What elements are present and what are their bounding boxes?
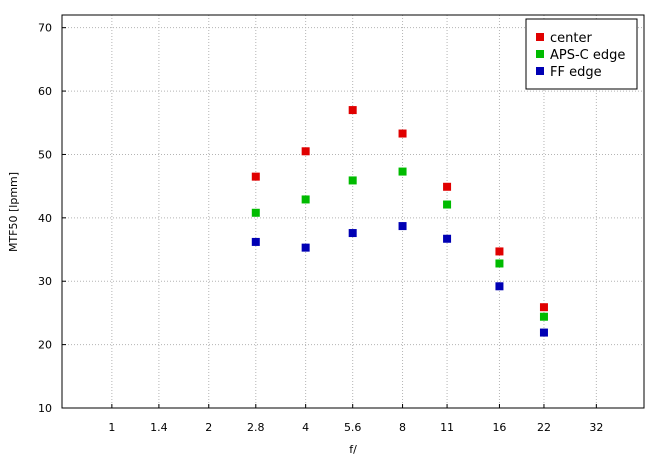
axis-ticks: 10 20 30 40 50 60 70 1 1.4 2 2.8 4 5.6 8 11 16 22 32	[38, 22, 603, 434]
legend-label: center	[550, 31, 592, 46]
data-points	[251, 106, 548, 337]
legend-label: APS-C edge	[550, 48, 625, 63]
y-tick-label: 30	[38, 275, 52, 288]
data-point-ff-edge	[301, 243, 310, 252]
data-point-aps-c-edge	[443, 200, 452, 209]
data-point-center	[443, 182, 452, 191]
legend: center APS-C edge FF edge	[525, 18, 638, 90]
data-point-center	[251, 172, 260, 181]
y-tick-label: 50	[38, 148, 52, 161]
data-point-center	[495, 247, 504, 256]
grid	[62, 15, 644, 408]
data-point-aps-c-edge	[495, 259, 504, 268]
data-point-center	[398, 129, 407, 138]
data-point-ff-edge	[539, 328, 548, 337]
x-tick-label: 16	[492, 421, 506, 434]
data-point-ff-edge	[251, 237, 260, 246]
y-tick-label: 60	[38, 85, 52, 98]
x-tick-label: 22	[537, 421, 551, 434]
y-tick-label: 40	[38, 212, 52, 225]
y-axis-label: MTF50 [lpmm]	[7, 172, 20, 252]
legend-box	[525, 18, 638, 90]
y-tick-label: 70	[38, 22, 52, 35]
data-point-aps-c-edge	[348, 176, 357, 185]
data-point-ff-edge	[398, 222, 407, 231]
x-tick-label: 1	[108, 421, 115, 434]
x-tick-label: 32	[589, 421, 603, 434]
data-point-ff-edge	[348, 229, 357, 238]
data-point-center	[348, 106, 357, 115]
data-point-aps-c-edge	[301, 195, 310, 204]
legend-swatch	[536, 50, 544, 58]
x-axis-label: f/	[349, 443, 357, 456]
data-point-aps-c-edge	[398, 167, 407, 176]
x-tick-label: 5.6	[344, 421, 362, 434]
x-tick-label: 2	[205, 421, 212, 434]
data-point-ff-edge	[443, 234, 452, 243]
y-tick-label: 10	[38, 402, 52, 415]
x-tick-label: 11	[440, 421, 454, 434]
x-tick-label: 2.8	[247, 421, 265, 434]
data-point-aps-c-edge	[539, 312, 548, 321]
y-tick-label: 20	[38, 339, 52, 352]
legend-label: FF edge	[550, 65, 602, 80]
data-point-aps-c-edge	[251, 208, 260, 217]
data-point-center	[539, 303, 548, 312]
x-tick-label: 1.4	[150, 421, 168, 434]
legend-swatch	[536, 67, 544, 75]
x-tick-label: 4	[302, 421, 309, 434]
data-point-center	[301, 147, 310, 156]
data-point-ff-edge	[495, 282, 504, 291]
legend-swatch	[536, 33, 544, 41]
x-tick-label: 8	[399, 421, 406, 434]
